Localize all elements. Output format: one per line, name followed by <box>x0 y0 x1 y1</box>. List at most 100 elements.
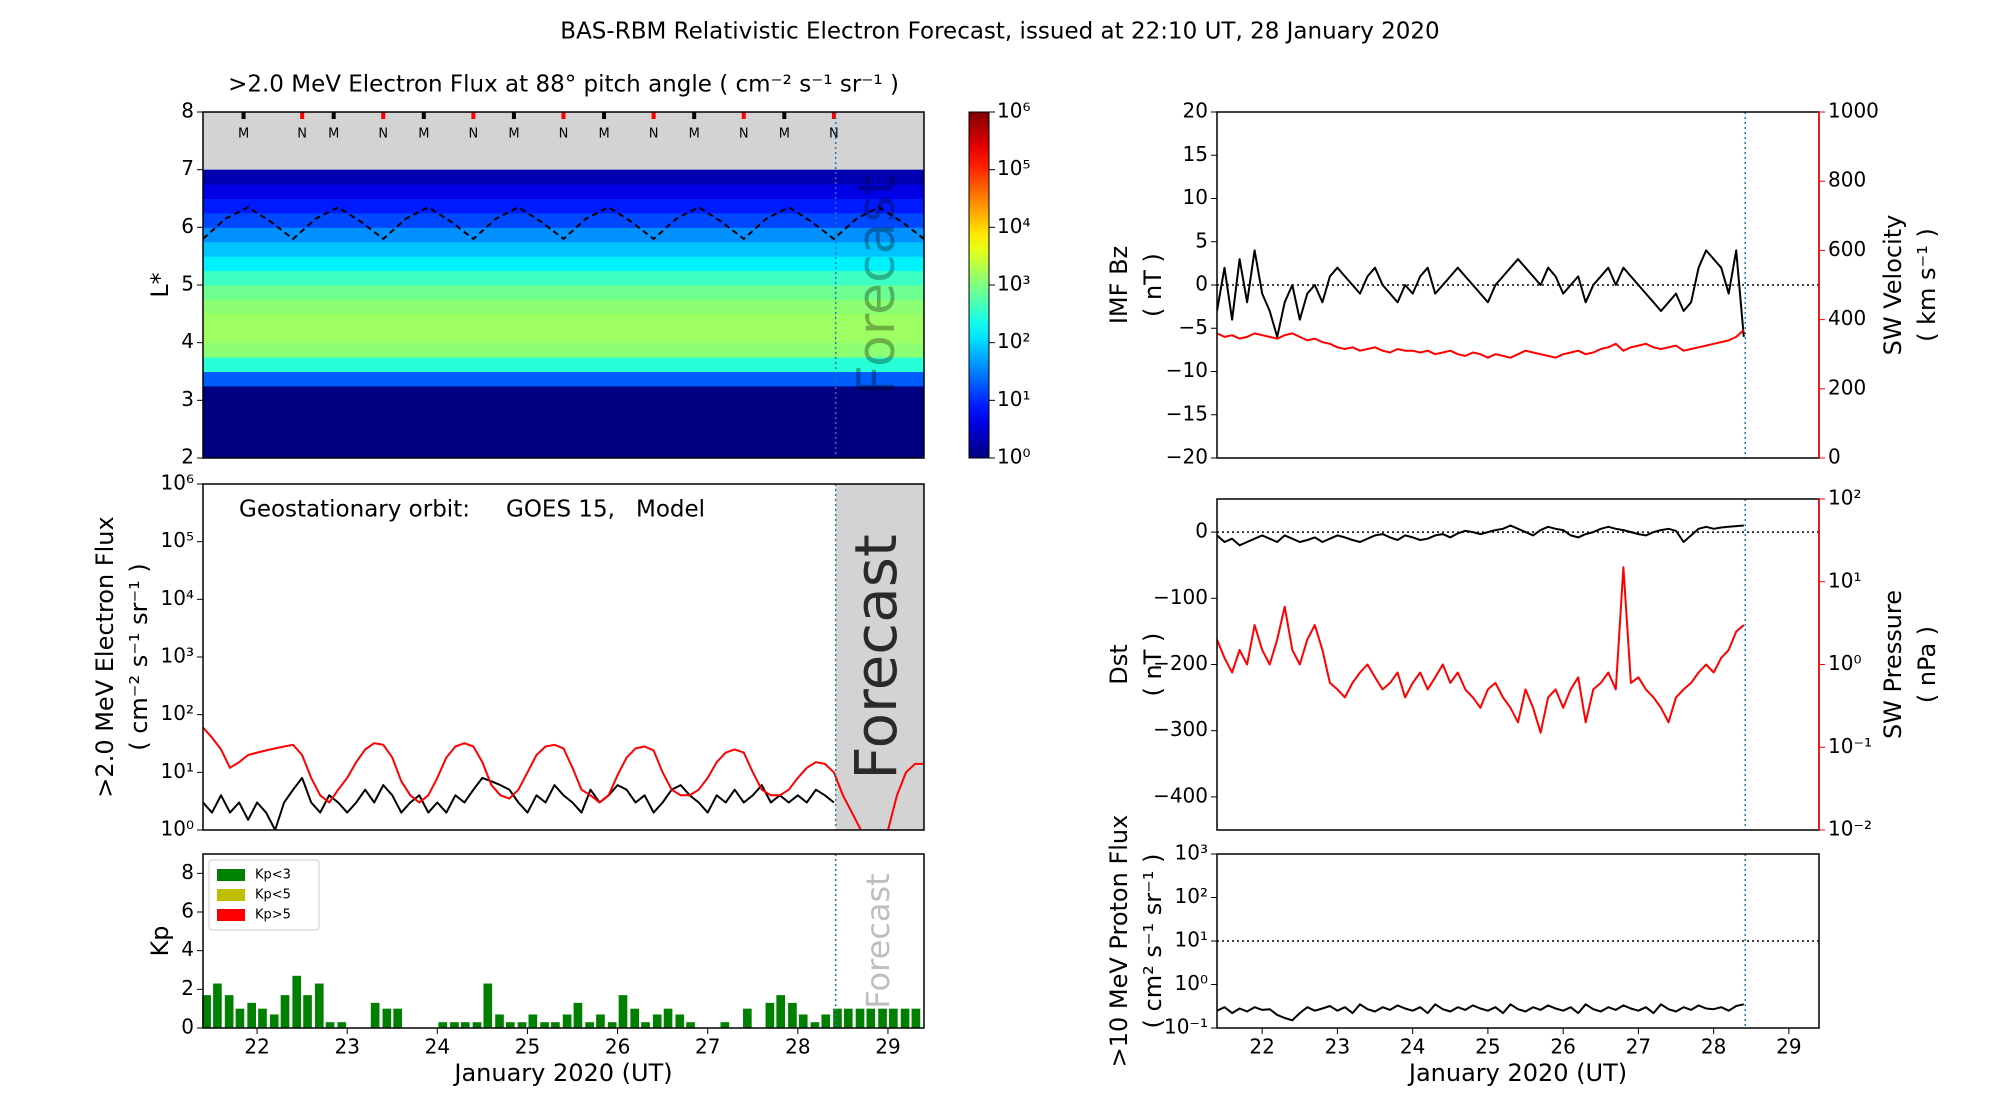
legend-swatch <box>217 909 245 921</box>
y-tick-label: 4 <box>181 329 194 353</box>
y-axis-label: ( nT ) <box>1139 253 1167 317</box>
y2-axis-label: SW Velocity <box>1879 215 1907 356</box>
bar <box>213 983 222 1028</box>
bar <box>675 1014 685 1028</box>
y-tick-label: 15 <box>1183 142 1208 166</box>
y-tick-label: 10³ <box>161 644 194 668</box>
bar <box>798 1014 808 1028</box>
panel-title: >2.0 MeV Electron Flux at 88° pitch angl… <box>228 72 899 98</box>
y-tick-label: 0 <box>1195 272 1208 296</box>
marker-label: M <box>328 127 339 142</box>
bar <box>843 1008 853 1028</box>
y-tick-label: 10⁰ <box>1175 971 1208 995</box>
bar <box>528 1014 538 1028</box>
colorbar-tick-label: 10² <box>997 329 1030 353</box>
y-tick-label: −20 <box>1166 445 1208 469</box>
y-tick-label: 8 <box>181 860 194 884</box>
heatmap-cell <box>203 313 924 329</box>
bar <box>483 983 493 1028</box>
bar <box>641 1022 650 1028</box>
marker-label: M <box>779 127 790 142</box>
bar <box>438 1022 448 1028</box>
marker-label: M <box>238 127 249 142</box>
marker-label: N <box>739 127 749 142</box>
bar <box>235 1008 245 1028</box>
bar <box>382 1008 392 1028</box>
heatmap-cell <box>203 212 924 228</box>
y-tick-label: −5 <box>1179 315 1208 339</box>
marker-label: M <box>418 127 429 142</box>
x-axis-label: January 2020 (UT) <box>452 1059 672 1087</box>
heatmap-cell <box>203 198 924 214</box>
y-tick-label: 2 <box>181 445 194 469</box>
x-tick-label: 27 <box>695 1035 720 1059</box>
marker-label: M <box>508 127 519 142</box>
y2-tick-label: 10⁰ <box>1828 651 1861 675</box>
x-tick-label: 28 <box>1701 1035 1726 1059</box>
bar <box>630 1008 640 1028</box>
y-tick-label: 10⁻¹ <box>1164 1015 1208 1039</box>
bar <box>889 1008 898 1028</box>
marker-label: N <box>378 127 388 142</box>
data-line <box>203 206 924 240</box>
bar <box>224 995 234 1028</box>
bar <box>743 1008 752 1028</box>
y2-tick-label: 10⁻² <box>1828 817 1872 841</box>
bar <box>472 1022 482 1028</box>
y2-tick-label: 10² <box>1828 486 1861 510</box>
y-tick-label: 0 <box>1195 519 1208 543</box>
bar <box>460 1022 470 1028</box>
y-tick-label: 10² <box>1175 884 1208 908</box>
bar <box>900 1008 910 1028</box>
y-axis-label: ( nT ) <box>1139 633 1167 697</box>
y-tick-label: 10¹ <box>161 759 194 783</box>
legend-swatch <box>217 869 245 881</box>
marker-label: N <box>297 127 307 142</box>
forecast-annotation: Forecast <box>842 534 910 779</box>
y-tick-label: 10¹ <box>1175 928 1208 952</box>
bar <box>292 975 302 1028</box>
y2-tick-label: 800 <box>1828 168 1866 192</box>
bar <box>776 995 786 1028</box>
bar <box>855 1008 865 1028</box>
data-line <box>1217 329 1745 359</box>
y-tick-label: 0 <box>181 1015 194 1039</box>
bar <box>573 1002 583 1028</box>
bar <box>269 1014 279 1028</box>
y-tick-label: −200 <box>1153 651 1208 675</box>
bar <box>765 1002 775 1028</box>
bar <box>596 1014 605 1028</box>
y2-axis-label: SW Pressure <box>1879 590 1907 739</box>
y2-axis-label: ( nPa ) <box>1913 626 1941 703</box>
x-tick-label: 25 <box>515 1035 540 1059</box>
colorbar <box>968 111 990 459</box>
marker-label: N <box>469 127 479 142</box>
y-tick-label: 20 <box>1183 99 1208 123</box>
data-line <box>203 776 835 830</box>
legend-label: Kp<3 <box>255 868 291 883</box>
heatmap-cell <box>203 270 924 286</box>
y-tick-label: −400 <box>1153 783 1208 807</box>
heatmap-cell <box>203 400 924 416</box>
y-tick-label: 6 <box>181 899 194 923</box>
colorbar-tick-label: 10⁴ <box>997 214 1030 238</box>
x-tick-label: 23 <box>334 1035 359 1059</box>
y-axis-label: >10 MeV Proton Flux <box>1105 815 1133 1068</box>
x-tick-label: 28 <box>785 1035 810 1059</box>
y-tick-label: 2 <box>181 976 194 1000</box>
bar <box>810 1022 820 1028</box>
x-tick-label: 29 <box>1776 1035 1801 1059</box>
heatmap-cell <box>203 184 924 199</box>
y-axis-label: ( cm² s⁻¹ sr⁻¹ ) <box>1139 854 1167 1029</box>
colorbar-tick-label: 10⁰ <box>997 445 1030 469</box>
y-tick-label: 8 <box>181 99 194 123</box>
bar <box>337 1022 347 1028</box>
y-tick-label: −10 <box>1166 358 1208 382</box>
colorbar-tick-label: 10¹ <box>997 387 1030 411</box>
x-tick-label: 26 <box>605 1035 630 1059</box>
y-axis-label: >2.0 MeV Electron Flux <box>91 516 119 797</box>
bar <box>866 1008 876 1028</box>
y2-tick-label: 600 <box>1828 237 1866 261</box>
bar <box>686 1022 695 1028</box>
bar <box>325 1022 335 1028</box>
